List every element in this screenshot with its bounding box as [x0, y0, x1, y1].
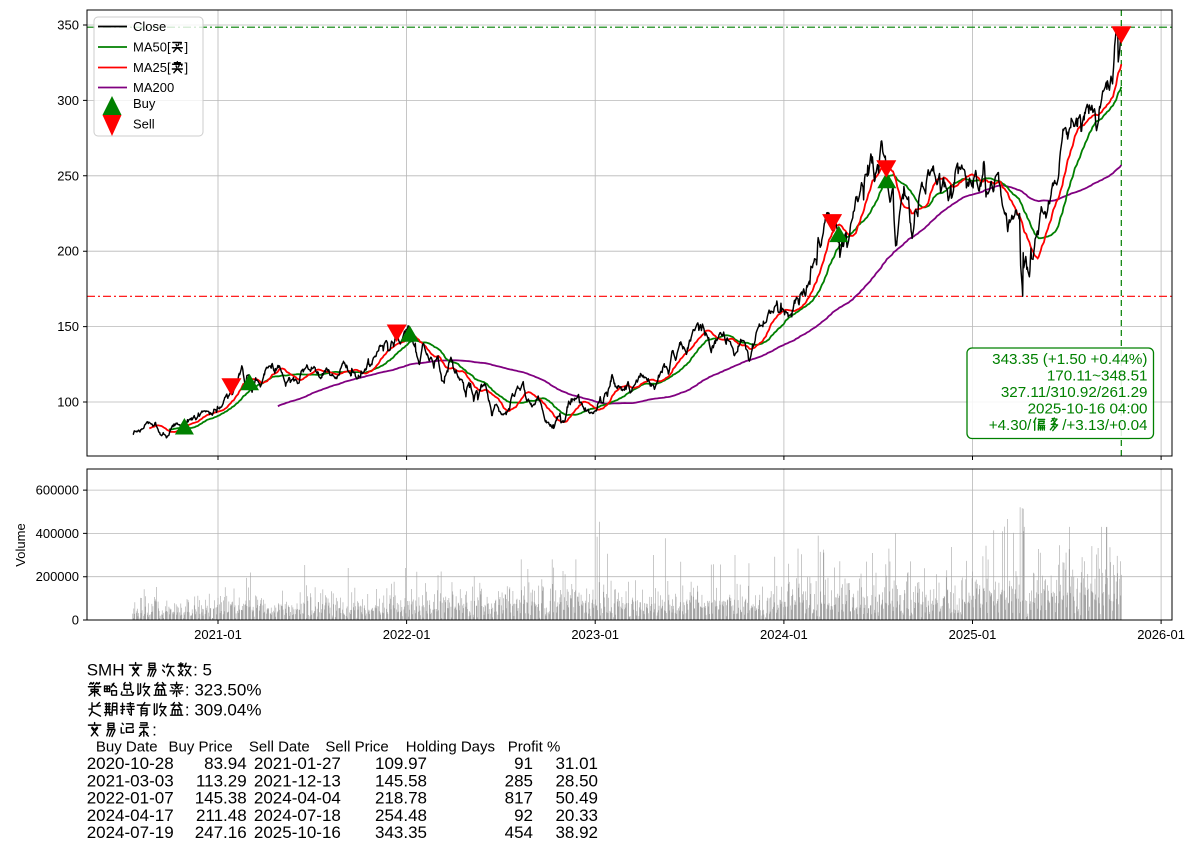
svg-text:2022-01-07: 2022-01-07: [87, 789, 174, 808]
svg-text:]: ]: [185, 60, 189, 75]
svg-text:343.35 (+1.50 +0.44%): 343.35 (+1.50 +0.44%): [992, 351, 1147, 368]
svg-text:2021-01: 2021-01: [194, 627, 242, 642]
svg-text:2020-10-28: 2020-10-28: [87, 754, 174, 773]
svg-text:Volume: Volume: [13, 523, 28, 566]
svg-text:145.38: 145.38: [195, 789, 247, 808]
svg-text:2025-01: 2025-01: [949, 627, 997, 642]
svg-text:254.48: 254.48: [375, 806, 427, 825]
svg-text:2023-01: 2023-01: [571, 627, 619, 642]
svg-text:2024-07-18: 2024-07-18: [254, 806, 341, 825]
svg-text:600000: 600000: [36, 483, 79, 498]
svg-text:2022-01: 2022-01: [383, 627, 431, 642]
svg-text:285: 285: [505, 771, 533, 790]
svg-text:Sell: Sell: [133, 117, 155, 132]
svg-text:200: 200: [57, 244, 79, 259]
svg-text:145.58: 145.58: [375, 771, 427, 790]
svg-text:343.35: 343.35: [375, 823, 427, 842]
svg-text::: :: [152, 721, 157, 740]
svg-text:Buy Date: Buy Date: [96, 739, 158, 756]
svg-text:327.11/310.92/261.29: 327.11/310.92/261.29: [1001, 384, 1148, 401]
svg-text:211.48: 211.48: [196, 806, 247, 825]
svg-text:2024-01: 2024-01: [760, 627, 808, 642]
svg-text:2024-04-17: 2024-04-17: [87, 806, 174, 825]
svg-text:Buy Price: Buy Price: [169, 739, 233, 756]
svg-text:247.16: 247.16: [195, 823, 247, 842]
svg-text:2025-10-16 04:00: 2025-10-16 04:00: [1028, 401, 1148, 418]
svg-text:28.50: 28.50: [555, 771, 598, 790]
svg-text:Sell Price: Sell Price: [325, 739, 388, 756]
svg-text:]: ]: [185, 40, 189, 55]
svg-text:2024-07-19: 2024-07-19: [87, 823, 174, 842]
svg-text:2021-03-03: 2021-03-03: [87, 771, 174, 790]
svg-text:350: 350: [57, 18, 79, 33]
svg-text:MA200: MA200: [133, 80, 174, 95]
svg-text:2024-04-04: 2024-04-04: [254, 789, 341, 808]
svg-text:400000: 400000: [36, 526, 79, 541]
svg-text:0: 0: [72, 613, 79, 628]
svg-text:+4.30/: +4.30/: [989, 417, 1032, 434]
svg-text:83.94: 83.94: [204, 754, 247, 773]
svg-text:2025-10-16: 2025-10-16: [254, 823, 341, 842]
svg-text:200000: 200000: [36, 569, 79, 584]
svg-text:218.78: 218.78: [375, 789, 427, 808]
svg-text:100: 100: [57, 395, 79, 410]
svg-text:150: 150: [57, 319, 79, 334]
svg-text:: 309.04%: : 309.04%: [185, 701, 262, 720]
svg-text:/+3.13/+0.04: /+3.13/+0.04: [1062, 417, 1147, 434]
svg-text:: 5: : 5: [193, 661, 212, 680]
svg-text:2021-01-27: 2021-01-27: [254, 754, 341, 773]
svg-text:109.97: 109.97: [375, 754, 427, 773]
svg-text:817: 817: [505, 789, 533, 808]
svg-text:SMH: SMH: [87, 661, 125, 680]
svg-text:20.33: 20.33: [555, 806, 598, 825]
svg-text:2021-12-13: 2021-12-13: [254, 771, 341, 790]
svg-text:Close: Close: [133, 19, 166, 34]
svg-text:MA25[: MA25[: [133, 60, 171, 75]
svg-text:Sell Date: Sell Date: [249, 739, 310, 756]
svg-text:250: 250: [57, 168, 79, 183]
svg-text:300: 300: [57, 93, 79, 108]
svg-text:MA50[: MA50[: [133, 40, 171, 55]
svg-text:91: 91: [514, 754, 533, 773]
svg-text:: 323.50%: : 323.50%: [185, 681, 262, 700]
svg-text:31.01: 31.01: [555, 754, 598, 773]
svg-text:50.49: 50.49: [555, 789, 598, 808]
svg-text:2026-01: 2026-01: [1137, 627, 1185, 642]
svg-text:Profit %: Profit %: [508, 739, 561, 756]
svg-text:38.92: 38.92: [555, 823, 598, 842]
svg-text:Buy: Buy: [133, 96, 156, 111]
svg-text:454: 454: [505, 823, 533, 842]
svg-text:Holding Days: Holding Days: [406, 739, 495, 756]
svg-text:170.11~348.51: 170.11~348.51: [1047, 368, 1148, 385]
svg-text:92: 92: [514, 806, 533, 825]
svg-text:113.29: 113.29: [196, 771, 247, 790]
